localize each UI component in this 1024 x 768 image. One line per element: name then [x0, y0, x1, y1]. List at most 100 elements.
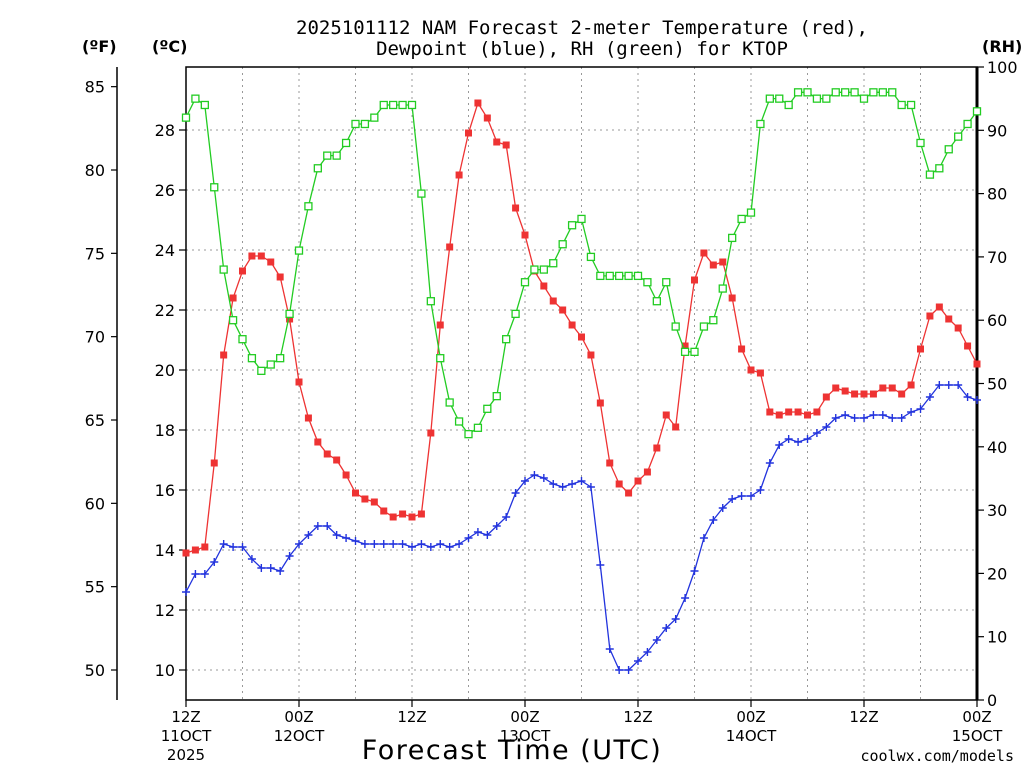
temperature-point [935, 303, 943, 311]
dewpoint-point [878, 411, 887, 419]
dewpoint-point [238, 543, 247, 551]
celsius-tick-label: 14 [155, 541, 175, 560]
rh-point [454, 417, 464, 426]
time-tick-label: 12Z [397, 708, 426, 726]
dewpoint-point [935, 381, 944, 389]
dewpoint-point [200, 570, 209, 578]
temperature-point [964, 342, 972, 350]
rh-point [935, 164, 944, 173]
dewpoint-point [483, 531, 492, 539]
dewpoint-point [615, 666, 624, 674]
dewpoint-point [671, 615, 680, 623]
temperature-point [333, 456, 341, 464]
time-tick-label: 12Z [623, 708, 652, 726]
rh-point [436, 354, 445, 363]
rh-point [737, 214, 746, 224]
rh-point [954, 132, 963, 141]
fahrenheit-tick-label: 50 [85, 661, 105, 680]
dewpoint-point [586, 483, 595, 491]
temperature-point [408, 513, 416, 521]
rh-point [247, 354, 257, 363]
rh-point [596, 271, 605, 281]
dewpoint-point [765, 459, 774, 467]
time-tick-label: 2025 [167, 746, 205, 764]
dewpoint-point [963, 393, 972, 401]
rh-point [549, 259, 558, 268]
temperature-point [822, 393, 830, 401]
temperature-point [455, 171, 463, 179]
temperature-point [521, 231, 529, 239]
rh-point [925, 170, 935, 179]
rh-point [266, 360, 275, 369]
dewpoint-point [295, 540, 303, 548]
time-tick-label: 00Z [736, 708, 765, 726]
dewpoint-point [784, 435, 793, 443]
temperature-point [681, 342, 689, 350]
temperature-point [483, 114, 491, 122]
dewpoint-point [558, 483, 567, 491]
temperature-point [596, 399, 604, 407]
rh-point [812, 94, 822, 103]
dewpoint-point [728, 495, 737, 503]
temperature-point [578, 333, 585, 341]
rh-point [906, 100, 916, 110]
rh-tick-label: 70 [987, 248, 1007, 267]
temperature-point [267, 258, 275, 266]
rh-point [916, 138, 925, 148]
rh-point [294, 246, 304, 255]
rh-point [586, 252, 596, 262]
rh-point [718, 284, 727, 293]
rh-point [662, 278, 671, 287]
temperature-point [182, 549, 190, 557]
rh-tick-label: 40 [987, 438, 1007, 457]
dewpoint-point [954, 381, 963, 389]
rh-point [464, 429, 473, 439]
rh-point [897, 100, 906, 110]
rh-point [426, 297, 435, 306]
rh-point [756, 119, 765, 129]
temperature-point [879, 384, 887, 392]
dewpoint-point [229, 543, 238, 551]
rh-point [473, 423, 483, 432]
time-tick-label: 12Z [849, 708, 878, 726]
rh-point [351, 119, 360, 129]
celsius-unit-label: (ºC) [152, 37, 187, 56]
dewpoint-point [916, 405, 925, 413]
rh-point [822, 94, 831, 103]
temperature-point [625, 489, 633, 497]
dewpoint-point [247, 555, 256, 563]
rh-point [520, 278, 530, 287]
celsius-tick-label: 10 [155, 661, 175, 680]
temperature-point [512, 204, 520, 212]
dewpoint-point [502, 513, 511, 521]
dewpoint-point [596, 561, 605, 569]
temperature-point [559, 306, 567, 314]
temperature-point [239, 267, 246, 275]
rh-point [709, 316, 718, 325]
rh-point [841, 88, 850, 97]
dewpoint-point [521, 477, 529, 485]
rh-point [567, 221, 577, 230]
temperature-point [691, 276, 698, 284]
temperature-point [700, 249, 708, 257]
dewpoint-point [492, 522, 501, 530]
dewpoint-point [408, 543, 416, 551]
temperature-point [248, 252, 256, 260]
rh-tick-label: 60 [987, 311, 1007, 330]
chart-title-line1: 2025101112 NAM Forecast 2-meter Temperat… [296, 17, 868, 39]
rh-point [652, 297, 661, 306]
celsius-tick-label: 22 [155, 301, 175, 320]
time-tick-label: 00Z [284, 708, 313, 726]
dewpoint-point [285, 552, 294, 560]
rh-point [276, 354, 285, 363]
dewpoint-point [549, 480, 558, 488]
dewpoint-point [860, 414, 868, 422]
temperature-point [747, 366, 755, 374]
rh-point [671, 322, 680, 331]
dewpoint-point [577, 477, 586, 485]
rh-point [765, 94, 774, 103]
temperature-point [191, 546, 199, 554]
dewpoint-point [191, 570, 200, 578]
dewpoint-point [379, 540, 388, 548]
rh-point [530, 265, 539, 274]
